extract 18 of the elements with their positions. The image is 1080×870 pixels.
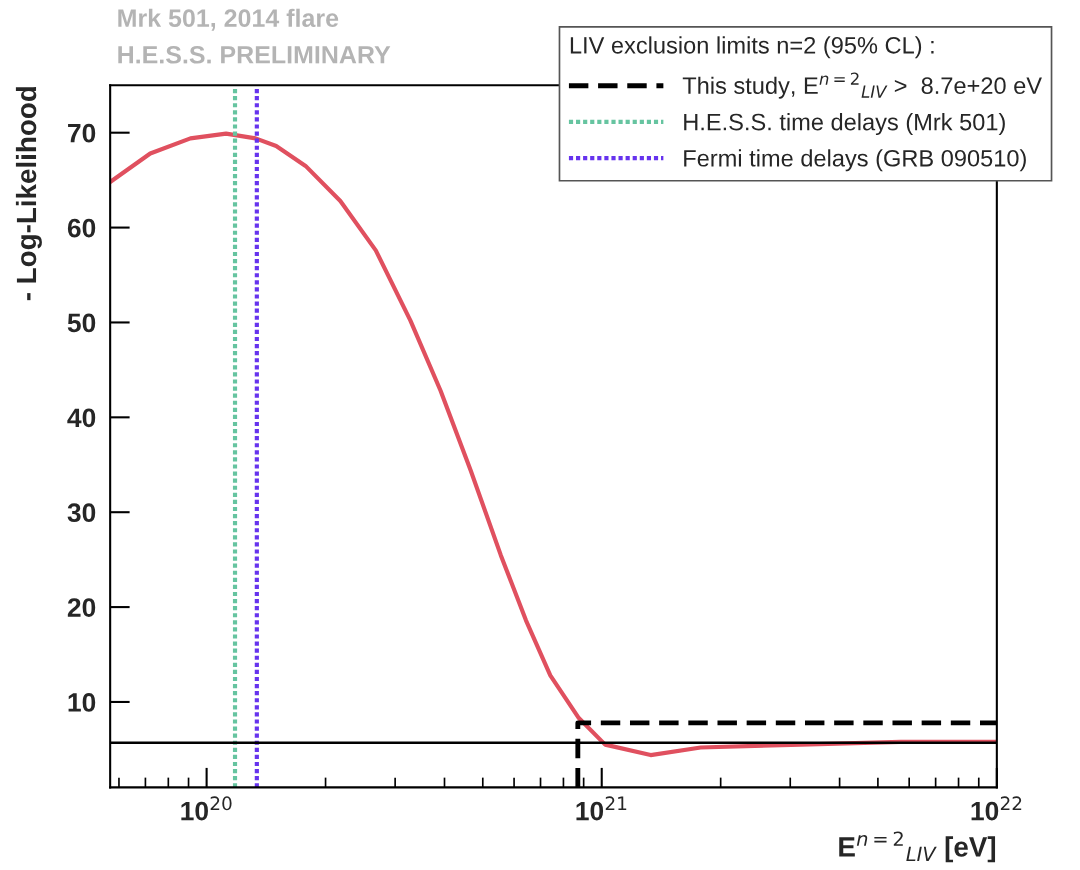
y-tick-label: 50 [67, 313, 96, 333]
y-axis-title: - Log-Likelihood [15, 87, 42, 301]
y-tick-label: 30 [67, 503, 96, 523]
x-tick-label: 10$^{20}$ [181, 796, 232, 821]
y-tick-label: 70 [68, 123, 96, 143]
y-tick-label: 10 [68, 693, 96, 712]
y-tick-label: 40 [67, 408, 96, 428]
y-tick-label: 20 [67, 598, 96, 617]
x-tick-label: 10$^{22}$ [971, 796, 1022, 821]
x-axis-title: E$^{n=2}$$_{LIV}$ [eV] [839, 831, 996, 863]
legend-title: LIV exclusion limits n=2 (95% CL) : [570, 36, 934, 59]
text: Mrk 501, 2014 flare [118, 8, 339, 31]
legend-label: H.E.S.S. time delays (Mrk 501) [684, 113, 1005, 136]
x-tick-label: 10$^{21}$ [576, 796, 627, 821]
legend-label: Fermi time delays (GRB 090510) [684, 149, 1026, 172]
text: H.E.S.S. PRELIMINARY [118, 45, 391, 64]
legend-label: This study, E$^{n=2}$$_{LIV}$ > 8.7e+20 eV [682, 72, 1042, 99]
y-tick-label: 60 [67, 218, 96, 238]
